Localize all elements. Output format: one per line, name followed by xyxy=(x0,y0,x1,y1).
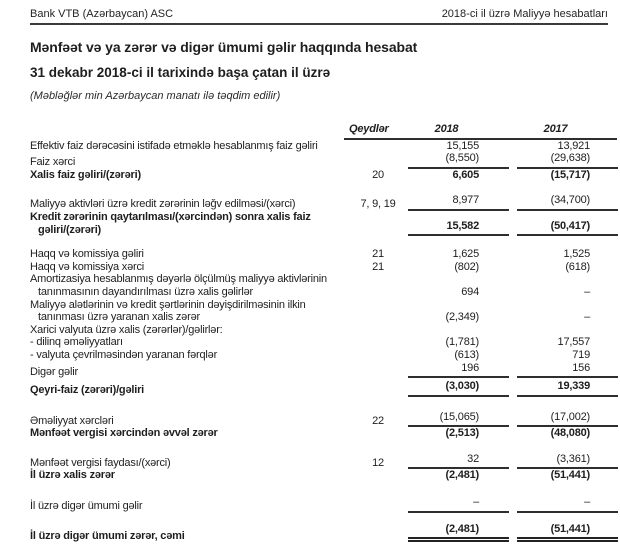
table-row: İl üzrə xalis zərər (2,481) (51,441) xyxy=(30,469,608,482)
row-value-2018: 1,625 xyxy=(452,248,479,261)
row-value-2017: 13,921 xyxy=(557,139,591,152)
row-value-2017: (50,417) xyxy=(517,220,618,237)
table-body: Effektiv faiz dərəcəsini istifadə etməkl… xyxy=(30,140,618,543)
row-value-2018: 15,582 xyxy=(408,220,509,237)
row-value-2017: 17,557 xyxy=(557,336,591,349)
row-label: Haqq və komissiya gəliri xyxy=(30,248,144,261)
document-header: Bank VTB (Azərbaycan) ASC 2018-ci il üzr… xyxy=(30,8,608,20)
table-row: Kredit zərərinin qaytarılması/(xərcindən… xyxy=(30,210,618,237)
row-value-2018: 8,977 xyxy=(408,194,509,211)
row-notes: 22 xyxy=(372,414,384,427)
row-value-2018: (1,781) xyxy=(445,336,480,349)
row-value-2018: 6,605 xyxy=(452,168,479,181)
row-label: Kredit zərərinin qaytarılması/(xərcindən… xyxy=(30,210,311,236)
row-value-2018: (15,065) xyxy=(408,411,509,428)
row-label: İl üzrə digər ümumi gəlir xyxy=(30,500,143,513)
row-value-2017: (29,638) xyxy=(517,152,618,169)
table-header-row: Qeydlər 2018 2017 xyxy=(30,123,617,140)
row-value-2018: (2,513) xyxy=(445,427,480,440)
column-headers: Qeydlər 2018 2017 xyxy=(344,123,617,140)
bank-name: Bank VTB (Azərbaycan) ASC xyxy=(30,8,174,20)
amounts-note: (Məbləğlər min Azərbaycan manatı ilə təq… xyxy=(30,90,281,102)
row-value-2018: 694 xyxy=(461,285,479,298)
row-label: Mənfəət vergisi faydası/(xərci) xyxy=(30,456,171,469)
row-value-2017: (48,080) xyxy=(550,427,591,440)
row-label: Mənfəət vergisi xərcindən əvvəl zərər xyxy=(30,427,218,440)
report-year-label: 2018-ci il üzrə Maliyyə hesabatları xyxy=(441,8,608,20)
row-value-2018: 196 xyxy=(408,362,509,379)
row-value-2018: (802) xyxy=(454,260,479,273)
table-row: İl üzrə digər ümumi gəlir – – xyxy=(30,496,618,513)
report-title: Mənfəət və ya zərər və digər ümumi gəlir… xyxy=(30,39,418,55)
row-label: - valyuta çevrilməsindən yaranan fərqlər xyxy=(30,348,218,361)
row-value-2018: (2,481) xyxy=(445,469,480,482)
column-header-2017: 2017 xyxy=(543,123,568,135)
row-value-2017: 156 xyxy=(517,362,618,379)
row-label: İl üzrə digər ümumi zərər, cəmi xyxy=(30,529,185,542)
row-notes: 21 xyxy=(372,248,384,261)
statement-table: Qeydlər 2018 2017 Effektiv faiz dərəcəsi… xyxy=(30,123,618,543)
row-value-2018: (2,481) xyxy=(408,523,509,543)
row-value-2017: – xyxy=(584,311,590,324)
table-row: Maliyyə aktivləri üzrə kredit zərərinin … xyxy=(30,194,618,211)
header-rule xyxy=(30,23,608,25)
table-row: Xarici valyuta üzrə xalis (zərərlər)/gəl… xyxy=(30,324,608,337)
row-label: - dilinq əməliyyatları xyxy=(30,336,123,349)
row-value-2018: (8,550) xyxy=(408,152,509,169)
table-row: Digər gəlir 196 156 xyxy=(30,362,618,379)
row-value-2018: (2,349) xyxy=(445,311,480,324)
row-label: Əməliyyat xərcləri xyxy=(30,414,114,427)
row-value-2017: (618) xyxy=(565,260,590,273)
table-row: Haqq və komissiya xərci 21 (802) (618) xyxy=(30,261,608,274)
row-value-2017: 19,339 xyxy=(517,380,618,397)
row-value-2017: – xyxy=(517,496,618,513)
row-value-2017: (34,700) xyxy=(517,194,618,211)
row-value-2017: (51,441) xyxy=(517,523,618,543)
row-label: Faiz xərci xyxy=(30,156,76,169)
row-label: Maliyyə alətlərinin və kredit şərtlərini… xyxy=(30,298,306,324)
row-value-2018: (613) xyxy=(454,348,479,361)
row-notes: 20 xyxy=(372,168,384,181)
row-value-2018: – xyxy=(408,496,509,513)
table-row: Amortizasiya hesablanmış dəyərlə ölçülmü… xyxy=(30,273,608,298)
row-value-2017: (51,441) xyxy=(550,469,591,482)
table-row: - dilinq əməliyyatları (1,781) 17,557 xyxy=(30,336,608,349)
table-row: Effektiv faiz dərəcəsini istifadə etməkl… xyxy=(30,140,608,153)
row-notes: 7, 9, 19 xyxy=(360,198,396,211)
row-value-2018: (3,030) xyxy=(408,380,509,397)
table-row: Faiz xərci (8,550) (29,638) xyxy=(30,152,618,169)
row-value-2017: 719 xyxy=(572,348,590,361)
report-period: 31 dekabr 2018-ci il tarixində başa çata… xyxy=(30,65,331,80)
row-label: Digər gəlir xyxy=(30,365,78,378)
row-value-2017: (17,002) xyxy=(517,411,618,428)
row-value-2017: (15,717) xyxy=(550,168,591,181)
table-row: Qeyri-faiz (zərəri)/gəliri (3,030) 19,33… xyxy=(30,380,618,397)
table-row: İl üzrə digər ümumi zərər, cəmi (2,481) … xyxy=(30,523,618,543)
row-label: Xarici valyuta üzrə xalis (zərərlər)/gəl… xyxy=(30,323,223,336)
table-row: Xalis faiz gəliri/(zərəri) 20 6,605 (15,… xyxy=(30,169,608,182)
column-header-notes: Qeydlər xyxy=(349,123,389,135)
row-label: Haqq və komissiya xərci xyxy=(30,260,144,273)
row-value-2018: 15,155 xyxy=(446,139,480,152)
table-row: Haqq və komissiya gəliri 21 1,625 1,525 xyxy=(30,248,608,261)
row-label: Effektiv faiz dərəcəsini istifadə etməkl… xyxy=(30,139,318,152)
row-value-2018: 32 xyxy=(408,453,509,470)
row-label: Xalis faiz gəliri/(zərəri) xyxy=(30,168,141,181)
table-row: Mənfəət vergisi xərcindən əvvəl zərər (2… xyxy=(30,427,608,440)
row-value-2017: 1,525 xyxy=(563,248,590,261)
row-notes: 21 xyxy=(372,260,384,273)
row-label: Qeyri-faiz (zərəri)/gəliri xyxy=(30,384,145,397)
row-label: Maliyyə aktivləri üzrə kredit zərərinin … xyxy=(30,198,296,211)
row-notes: 12 xyxy=(372,456,384,469)
row-value-2017: (3,361) xyxy=(517,453,618,470)
table-row: - valyuta çevrilməsindən yaranan fərqlər… xyxy=(30,349,608,362)
table-row: Əməliyyat xərcləri 22 (15,065) (17,002) xyxy=(30,411,618,428)
table-row: Mənfəət vergisi faydası/(xərci) 12 32 (3… xyxy=(30,453,618,470)
table-row: Maliyyə alətlərinin və kredit şərtlərini… xyxy=(30,299,608,324)
column-header-2018: 2018 xyxy=(434,123,459,135)
row-label: İl üzrə xalis zərər xyxy=(30,469,115,482)
row-label: Amortizasiya hesablanmış dəyərlə ölçülmü… xyxy=(30,273,327,298)
row-value-2017: – xyxy=(584,285,590,298)
